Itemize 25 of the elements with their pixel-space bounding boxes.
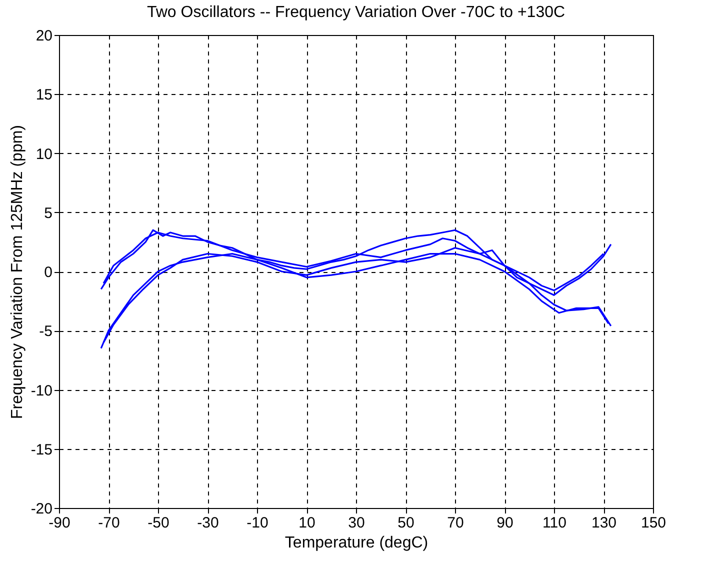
y-tick-label: 20: [36, 28, 52, 44]
x-axis-title: Temperature (degC): [284, 534, 428, 552]
chart-title: Two Oscillators -- Frequency Variation Over -70C to +130C: [146, 4, 566, 21]
x-tick-label: 90: [496, 514, 514, 532]
y-tick-label: 10: [36, 146, 52, 163]
x-tick-label: -30: [197, 514, 219, 532]
x-tick-label: -10: [246, 514, 268, 532]
x-tick-label: -70: [98, 514, 120, 532]
x-tick-label: 50: [398, 514, 414, 532]
x-tick-label: 150: [640, 514, 666, 532]
y-axis-title: Frequency Variation From 125MHz (ppm): [8, 124, 26, 420]
y-tick-label: -15: [30, 441, 52, 458]
y-tick-label: 15: [36, 86, 52, 104]
y-tick-label: -20: [30, 500, 52, 518]
x-tick-label: 10: [298, 514, 316, 532]
y-tick-label: -10: [30, 382, 52, 400]
y-tick-label: 5: [44, 204, 52, 222]
x-tick-label: 30: [348, 514, 365, 532]
y-tick-label: 0: [44, 264, 52, 281]
x-tick-label: 70: [447, 514, 464, 532]
x-tick-label: -90: [48, 514, 70, 532]
x-tick-label: -50: [148, 514, 170, 532]
x-tick-label: 130: [591, 514, 617, 532]
y-tick-label: -5: [39, 323, 52, 340]
x-tick-label: 110: [542, 514, 566, 532]
